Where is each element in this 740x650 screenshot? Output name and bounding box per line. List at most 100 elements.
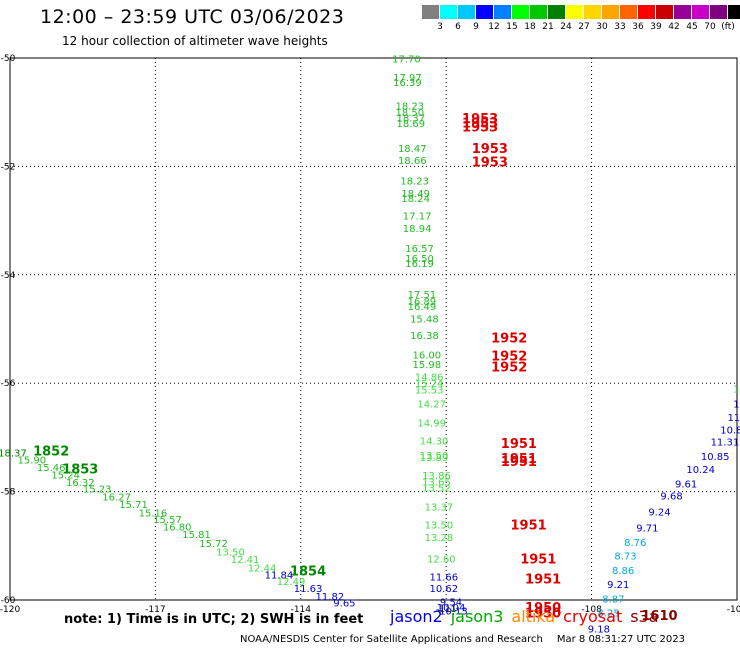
legend-swatch	[548, 5, 566, 19]
swh-label: 13.52	[422, 484, 451, 495]
time-label: 1953	[462, 112, 498, 127]
time-label: 1610	[641, 609, 677, 624]
swh-label: 13.50	[420, 451, 449, 462]
swh-label: 16.32	[66, 478, 95, 489]
legend-label: 18	[524, 22, 536, 32]
legend-swatch	[638, 5, 656, 19]
legend-swatch	[476, 5, 494, 19]
swh-label: 10.81	[720, 426, 740, 437]
swh-label: 16.39	[393, 78, 422, 89]
time-label: 1951	[525, 573, 561, 588]
swh-label: 9.54	[440, 597, 462, 608]
swh-label: 11.66	[429, 572, 458, 583]
footer-timestamp: Mar 8 08:31:27 UTC 2023	[556, 634, 685, 645]
swh-label: 11.63	[294, 584, 323, 595]
legend-label: 42	[668, 22, 680, 32]
time-label: 1953	[462, 121, 498, 136]
x-tick-label: -120	[0, 605, 20, 615]
swh-label: 14.30	[420, 436, 449, 447]
swh-label: 18.47	[398, 144, 427, 155]
footer-org: NOAA/NESDIS Center for Satellite Applica…	[240, 634, 543, 645]
time-label: 1951	[520, 553, 556, 568]
swh-label: 11.89	[728, 413, 740, 424]
swh-label: 13.28	[425, 533, 454, 544]
swh-label: 8.73	[614, 551, 636, 562]
swh-label: 10.62	[429, 584, 458, 595]
swh-label: 17.70	[392, 54, 421, 65]
y-tick-label: -50	[1, 54, 16, 64]
legend-label: 45	[686, 22, 698, 32]
swh-label: 18.23	[396, 101, 425, 112]
swh-label: 15.24	[51, 471, 80, 482]
swh-label: 18.37	[396, 113, 425, 124]
swh-label: 16.80	[163, 523, 192, 534]
swh-label: 8.87	[602, 595, 624, 606]
legend-swatches	[422, 5, 740, 19]
swh-label: 16.19	[405, 259, 434, 270]
swh-label: 8.86	[612, 566, 634, 577]
swh-label: 9.65	[333, 599, 355, 610]
time-label: 1951	[501, 437, 537, 452]
time-label: 1854	[290, 565, 326, 580]
swh-label: 9.21	[607, 580, 629, 591]
legend-swatch	[458, 5, 476, 19]
time-label: 1950	[525, 606, 561, 621]
legend-label: 27	[578, 22, 590, 32]
legend-label: 39	[650, 22, 662, 32]
time-label: 1951	[501, 455, 537, 470]
satellite-legend: jason2 jason3 altika cryosat s3a	[390, 607, 667, 626]
swh-label: 16.89	[408, 297, 437, 308]
swh-label: 15.46	[37, 463, 66, 474]
swh-label: 15.48	[410, 314, 439, 325]
time-label: 1950	[525, 601, 561, 616]
time-label: 1953	[472, 155, 508, 170]
legend-swatch	[620, 5, 638, 19]
swh-label: 11.8	[733, 400, 740, 411]
time-label: 1853	[62, 463, 98, 478]
swh-label: 15.72	[199, 539, 228, 550]
swh-label: 12.49	[277, 577, 306, 588]
swh-label: 13.37	[425, 503, 454, 514]
swh-label: 16.00	[412, 350, 441, 361]
swh-label: 18.66	[398, 156, 427, 167]
x-tick-label: -111	[436, 605, 456, 615]
swh-label: 13.65	[422, 478, 451, 489]
swh-label: 8.25	[597, 608, 619, 619]
swh-label: 11.82	[316, 592, 345, 603]
swh-label: 12.44	[248, 563, 277, 574]
satellite-cryosat: cryosat	[563, 607, 623, 626]
swh-label: 15.90	[17, 455, 46, 466]
swh-label: 15.71	[119, 500, 148, 511]
legend-label: 30	[596, 22, 608, 32]
legend-swatch	[602, 5, 620, 19]
legend-labels: 3 6 9 12 15 18 21 24 27 30 33 36 39 42 45 70 (ft)	[422, 22, 740, 34]
time-label: 1951	[501, 452, 537, 467]
legend-swatch	[692, 5, 710, 19]
swh-label: 9.71	[636, 524, 658, 535]
swh-label: 11.31	[711, 438, 740, 449]
time-label: 1953	[462, 116, 498, 131]
time-label: 1952	[491, 349, 527, 364]
time-label: 1952	[491, 332, 527, 347]
legend-label: 3	[437, 22, 443, 32]
page-title: 12:00 – 23:59 UTC 03/06/2023	[40, 6, 345, 28]
x-tick-label: -117	[145, 605, 165, 615]
swh-label: 11.84	[265, 570, 294, 581]
swh-label: 17.17	[403, 212, 432, 223]
legend-swatch	[584, 5, 602, 19]
swh-label: 15.53	[415, 385, 444, 396]
swh-label: 10.04	[437, 603, 466, 614]
swh-label: 10.24	[686, 465, 715, 476]
swh-label: 9.68	[660, 492, 682, 503]
swh-label: 13.89	[420, 453, 449, 464]
legend-label: 12	[488, 22, 500, 32]
satellite-jason3: jason3	[450, 607, 504, 626]
swh-label: 9.24	[648, 507, 670, 518]
swh-label: 15.24	[415, 379, 444, 390]
legend-swatch	[422, 5, 440, 19]
swh-label: 10.85	[701, 452, 730, 463]
legend-label: 33	[614, 22, 626, 32]
legend-label: 9	[473, 22, 479, 32]
legend-label: 24	[560, 22, 572, 32]
